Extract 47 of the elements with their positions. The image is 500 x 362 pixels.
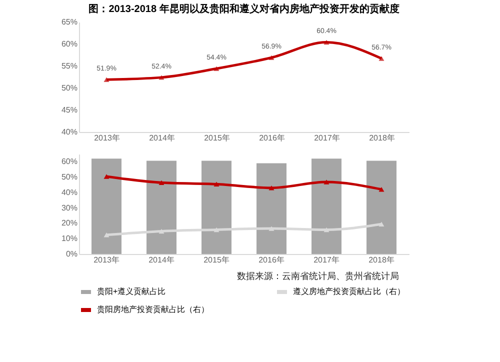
x-tick-label: 2016年: [259, 134, 285, 142]
point: [268, 226, 274, 231]
y-tick-label: 60%: [61, 157, 78, 166]
x-tick-label: 2014年: [148, 256, 174, 264]
y-tick-label: 30%: [61, 203, 78, 212]
x-tick-label: 2018年: [369, 134, 395, 142]
point: [214, 227, 220, 232]
x-tick-label: 2016年: [258, 256, 284, 264]
point: [104, 174, 110, 179]
point: [158, 228, 164, 234]
y-tick-label: 40%: [61, 128, 78, 136]
y-tick-label: 60%: [61, 40, 78, 48]
point: [214, 182, 220, 187]
y-tick-label: 20%: [61, 218, 78, 228]
point: [104, 77, 110, 82]
x-tick-label: 2014年: [149, 134, 175, 142]
chart-title: 图：2013-2018 年昆明以及贵阳和遵义对省内房地产投资开发的贡献度: [88, 3, 400, 15]
y-tick-label: 0%: [66, 250, 78, 258]
point: [104, 232, 110, 238]
legend-label: 遵义房地产投资贡献占比（右）: [293, 287, 405, 296]
point: [214, 66, 220, 72]
x-tick-label: 2013年: [94, 134, 120, 142]
y-tick-label: 65%: [61, 18, 78, 26]
y-tick-label: 50%: [61, 172, 78, 182]
x-tick-label: 2015年: [204, 256, 230, 264]
point: [324, 40, 330, 45]
x-tick-label: 2013年: [94, 256, 120, 264]
x-tick-label: 2018年: [368, 256, 394, 264]
point: [378, 187, 384, 192]
point: [158, 180, 164, 185]
y-tick-label: 55%: [61, 62, 78, 70]
legend-label: 贵阳+遵义贡献占比: [97, 287, 166, 296]
x-tick-label: 2015年: [204, 134, 230, 142]
point: [378, 222, 384, 227]
point: [378, 56, 384, 61]
x-tick-label: 2017年: [314, 256, 340, 264]
legend-label: 贵阳房地产投资贡献占比（右）: [97, 305, 209, 314]
x-tick-label: 2017年: [314, 134, 340, 142]
y-tick-label: 10%: [61, 234, 78, 244]
point: [158, 75, 164, 80]
point: [324, 227, 330, 232]
y-tick-label: 45%: [61, 106, 78, 114]
y-tick-label: 50%: [61, 84, 78, 92]
point: [268, 55, 274, 60]
y-tick-label: 40%: [61, 188, 78, 197]
point: [324, 180, 330, 184]
source-note: 数据来源：云南省统计局、贵州省统计局: [237, 271, 399, 281]
